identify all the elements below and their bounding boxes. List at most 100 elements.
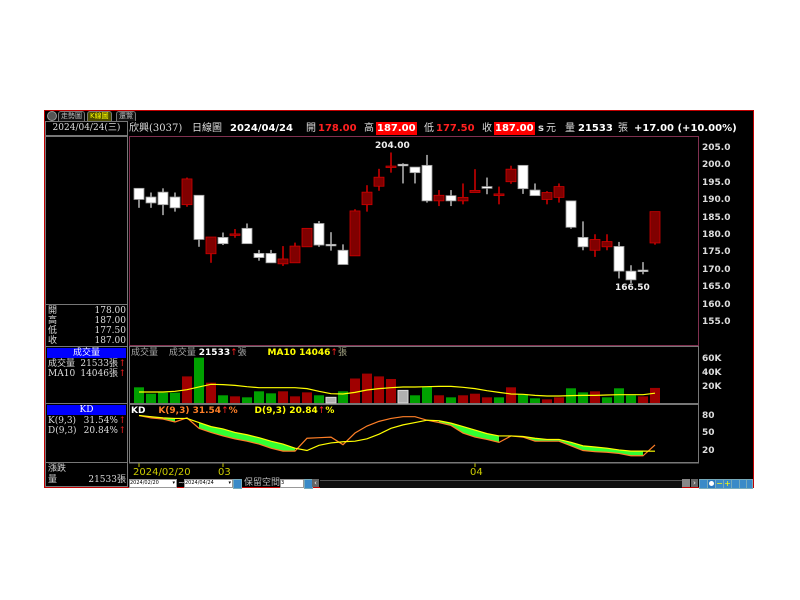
candle-body <box>325 243 337 247</box>
volume-bar <box>590 391 600 403</box>
volume-panel <box>129 346 699 404</box>
ma10-value: MA10 14046 <box>267 348 331 358</box>
price-tick-label: 175.0 <box>702 247 731 258</box>
up-arrow-icon: ↑ <box>118 369 126 379</box>
candle-body <box>397 163 409 167</box>
k-value: K(9,3) 31.54 <box>158 406 222 416</box>
tab-overview[interactable]: 還覽 <box>116 111 136 121</box>
up-arrow-icon: ↑ <box>118 416 126 426</box>
price-tick-label: 185.0 <box>702 212 731 223</box>
volume-bar <box>374 376 384 403</box>
candle-body <box>277 258 289 265</box>
candle-body <box>229 233 241 236</box>
volume-bar <box>338 391 348 403</box>
unit: % <box>228 406 238 416</box>
low-label: 低 <box>424 123 434 134</box>
volume-bar <box>266 393 276 403</box>
candle-body <box>517 164 529 190</box>
kd-cross-fill <box>631 451 643 456</box>
reserve-space-value: 3 <box>281 480 285 486</box>
candle-body <box>613 246 625 272</box>
k-line <box>138 414 656 457</box>
change-value: +17.00 (+10.00%) <box>634 123 737 134</box>
open-label: 開 <box>306 123 316 134</box>
price-tick-label: 200.0 <box>702 160 731 171</box>
high-label: 高 <box>364 123 374 134</box>
up-arrow-icon: ↑ <box>230 348 238 358</box>
dropdown-icon[interactable]: ▾ <box>228 480 231 486</box>
volume-bar <box>506 387 516 403</box>
candle-body <box>157 191 169 206</box>
menu-circle-icon[interactable] <box>47 111 57 121</box>
candle-body <box>565 200 577 228</box>
volume-bar <box>458 395 468 403</box>
volume-bar <box>602 397 612 403</box>
candle-body <box>469 190 481 193</box>
stock-name: 欣興(3037) <box>129 123 183 134</box>
change-panel: 漲跌 量 21533張 <box>45 462 128 487</box>
volume-bar <box>325 396 337 404</box>
candle-body <box>457 196 469 202</box>
scroll-right-icon[interactable]: › <box>691 479 698 487</box>
kd-cross-fill <box>259 437 271 449</box>
ma10-line <box>139 383 656 397</box>
tab-kline[interactable]: K線圖 <box>87 111 112 121</box>
scrollbar-track[interactable] <box>320 480 682 488</box>
volume-bar <box>314 395 324 403</box>
volume-bar <box>254 391 264 403</box>
candle-body <box>145 196 157 204</box>
ohlc-low: 低 177.50 <box>48 326 126 336</box>
price-tick-label: 180.0 <box>702 230 731 240</box>
kd-tick-label: 20 <box>702 445 715 456</box>
volume-bar <box>230 396 240 403</box>
tab-bar: 走勢圖 K線圖 還覽 <box>44 110 754 121</box>
value: 177.50 <box>94 326 127 336</box>
kd-header: KD K(9,3) 31.54↑% D(9,3) 20.84↑% <box>131 406 334 417</box>
kd-cross-fill <box>199 422 211 433</box>
candle-body <box>601 241 613 248</box>
candle-body <box>313 223 325 246</box>
scrollbar-thumb[interactable] <box>682 479 690 487</box>
ohlc-high: 高 187.00 <box>48 316 126 326</box>
settings-icon[interactable] <box>746 479 753 489</box>
candle-body <box>373 176 385 187</box>
quote-date: 2024/04/24 <box>230 123 293 134</box>
label: 量 <box>48 475 58 485</box>
volume-bar <box>302 392 312 403</box>
from-date-input[interactable]: 2024/02/20 ▾ <box>129 479 177 488</box>
candle-body <box>241 227 253 245</box>
x-label-start: 2024/02/20 <box>133 467 191 478</box>
reserve-space-spinner[interactable]: 3 <box>280 479 304 488</box>
candle-body <box>181 178 193 206</box>
candle-body <box>349 210 361 257</box>
open-value: 178.00 <box>318 123 357 134</box>
volume-bar <box>470 393 480 403</box>
unit: 張 <box>337 348 347 358</box>
volume-bar <box>362 373 372 403</box>
candle-body <box>589 239 601 251</box>
volume-bar <box>218 395 228 403</box>
candle-body <box>541 192 553 200</box>
dropdown-icon[interactable]: ▾ <box>172 480 175 486</box>
candle-body <box>361 191 373 206</box>
apply-range-button[interactable] <box>233 479 242 489</box>
low-annotation: 166.50 <box>615 283 650 293</box>
value: 31.54% <box>83 416 118 426</box>
candle-body <box>553 186 565 198</box>
chart-type: 日線圖 <box>192 123 222 134</box>
candle-body <box>205 236 217 255</box>
tab-trend[interactable]: 走勢圖 <box>58 111 85 121</box>
high-value: 187.00 <box>376 122 417 135</box>
volume-bar <box>446 397 456 403</box>
to-date-input[interactable]: 2024/04/24 ▾ <box>184 479 233 488</box>
up-arrow-icon: ↑ <box>330 348 338 358</box>
label: K(9,3) <box>48 416 77 426</box>
label: D(9,3) <box>48 426 77 436</box>
label: 高 <box>48 316 58 326</box>
label: 開 <box>48 306 58 316</box>
volume-bar <box>170 392 180 403</box>
scroll-left-icon[interactable]: ‹ <box>312 479 319 487</box>
s-marker: s <box>538 123 544 134</box>
volume-bar <box>386 378 396 403</box>
